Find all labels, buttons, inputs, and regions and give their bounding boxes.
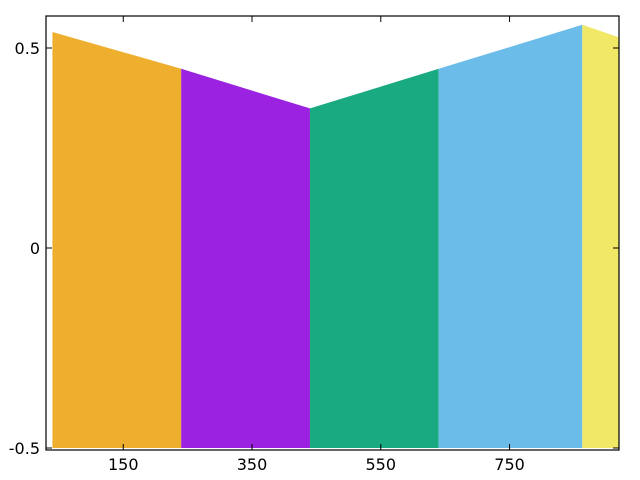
y-tick-label: -0.5 (9, 439, 40, 458)
x-tick-label: 550 (366, 455, 397, 474)
area-segment-4 (438, 24, 583, 449)
axis-ticks (46, 16, 619, 450)
x-tick-label: 350 (237, 455, 268, 474)
tick-labels: 150 350 550 750 0.5 0 -0.5 (9, 39, 525, 474)
area-segment-1 (52, 32, 182, 448)
y-tick-label: 0 (30, 239, 40, 258)
area-segment-5 (582, 24, 619, 449)
y-tick-label: 0.5 (15, 39, 40, 58)
plot-frame (45, 15, 620, 451)
x-tick-label: 750 (494, 455, 525, 474)
x-tick-label: 150 (108, 455, 139, 474)
area-segment-2 (181, 68, 310, 449)
area-segments (52, 24, 619, 449)
area-segment-3 (309, 68, 439, 449)
